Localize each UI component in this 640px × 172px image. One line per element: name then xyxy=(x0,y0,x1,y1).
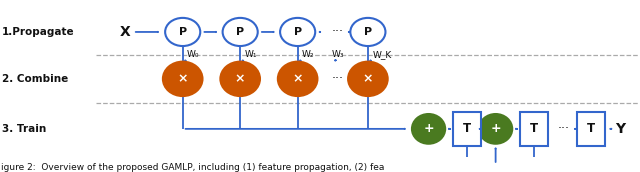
Ellipse shape xyxy=(280,18,316,46)
Text: W₁: W₁ xyxy=(244,50,257,59)
Text: ···: ··· xyxy=(332,25,344,39)
Ellipse shape xyxy=(479,114,512,144)
Ellipse shape xyxy=(278,62,317,96)
Text: ···: ··· xyxy=(332,72,344,85)
Ellipse shape xyxy=(412,114,445,144)
Text: +: + xyxy=(423,122,434,135)
Text: +: + xyxy=(490,122,501,135)
Text: ×: × xyxy=(177,72,188,85)
Ellipse shape xyxy=(163,62,202,96)
Text: P: P xyxy=(179,27,187,37)
Text: 3. Train: 3. Train xyxy=(2,124,46,134)
Text: ×: × xyxy=(292,72,303,85)
Ellipse shape xyxy=(223,18,258,46)
Text: 2. Combine: 2. Combine xyxy=(2,74,68,84)
Text: igure 2:  Overview of the proposed GAMLP, including (1) feature propagation, (2): igure 2: Overview of the proposed GAMLP,… xyxy=(1,163,384,172)
Text: T: T xyxy=(463,122,471,135)
Text: X: X xyxy=(120,25,131,39)
FancyBboxPatch shape xyxy=(520,112,548,146)
Text: T: T xyxy=(530,122,538,135)
Ellipse shape xyxy=(165,18,200,46)
FancyBboxPatch shape xyxy=(453,112,481,146)
Text: P: P xyxy=(364,27,372,37)
FancyBboxPatch shape xyxy=(577,112,605,146)
Ellipse shape xyxy=(348,62,388,96)
Ellipse shape xyxy=(220,62,260,96)
Text: ···: ··· xyxy=(558,122,570,135)
Text: ×: × xyxy=(363,72,373,85)
Text: W₀: W₀ xyxy=(187,50,200,59)
Text: T: T xyxy=(588,122,595,135)
Text: P: P xyxy=(236,27,244,37)
Text: W₂: W₂ xyxy=(302,50,315,59)
Text: ×: × xyxy=(235,72,245,85)
Text: P: P xyxy=(294,27,301,37)
Text: W₃: W₃ xyxy=(332,50,344,59)
Text: 1.Propagate: 1.Propagate xyxy=(2,27,75,37)
Text: W_K: W_K xyxy=(372,50,392,59)
Text: Y: Y xyxy=(615,122,625,136)
Ellipse shape xyxy=(350,18,385,46)
